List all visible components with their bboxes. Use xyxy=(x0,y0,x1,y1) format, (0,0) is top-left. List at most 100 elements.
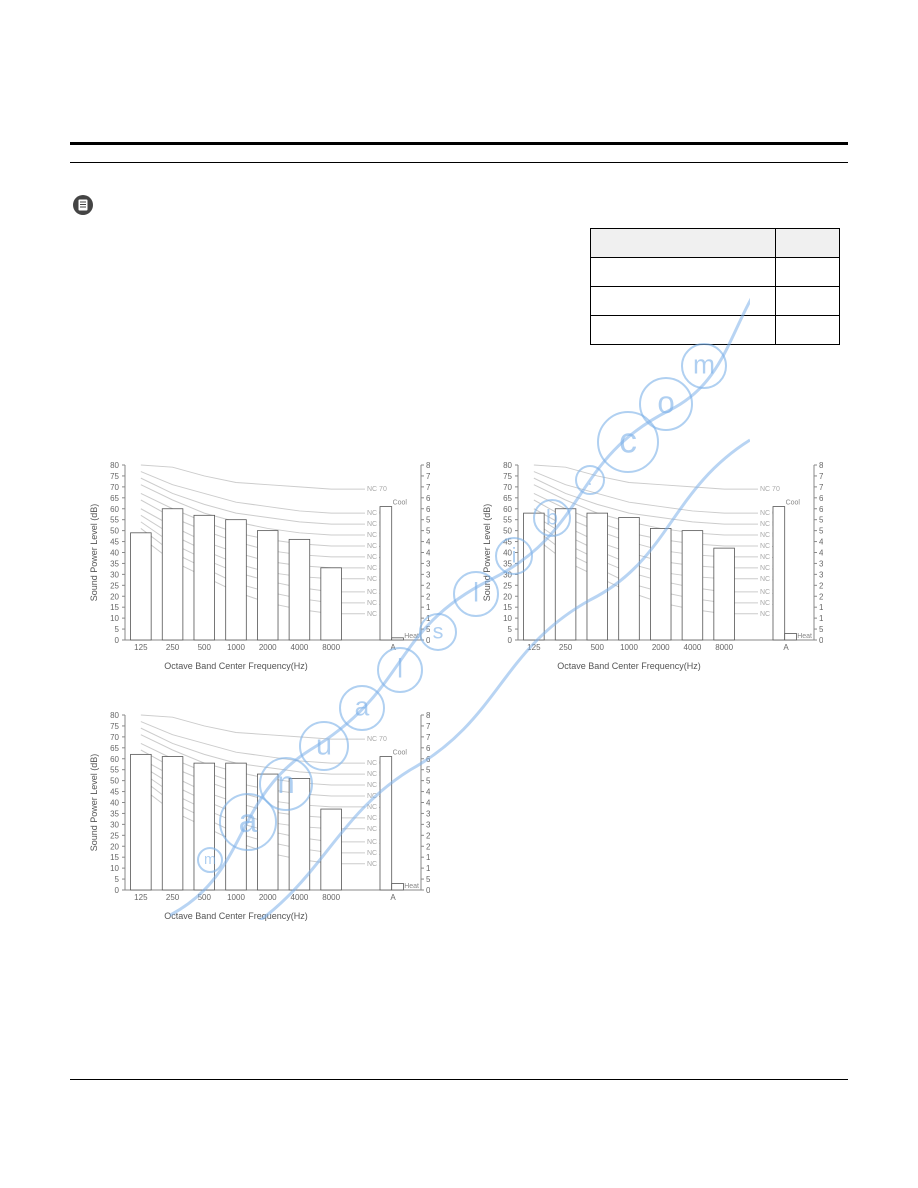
svg-text:125: 125 xyxy=(134,893,148,902)
sound-power-chart: 0055101015152020252530303535404045455050… xyxy=(85,450,430,680)
svg-text:5: 5 xyxy=(819,625,823,634)
svg-text:70: 70 xyxy=(110,733,119,742)
svg-text:20: 20 xyxy=(426,592,430,601)
svg-text:0: 0 xyxy=(426,886,430,895)
svg-text:35: 35 xyxy=(110,809,119,818)
svg-text:15: 15 xyxy=(110,853,119,862)
svg-text:Octave Band Center Frequency(H: Octave Band Center Frequency(Hz) xyxy=(164,661,308,671)
svg-text:10: 10 xyxy=(426,864,430,873)
svg-text:10: 10 xyxy=(110,614,119,623)
svg-text:70: 70 xyxy=(819,483,823,492)
svg-text:25: 25 xyxy=(426,831,430,840)
svg-text:55: 55 xyxy=(110,766,119,775)
table-header-row xyxy=(591,229,840,258)
svg-text:75: 75 xyxy=(110,472,119,481)
svg-text:50: 50 xyxy=(110,777,119,786)
svg-text:80: 80 xyxy=(110,711,119,720)
svg-text:NC 70: NC 70 xyxy=(760,486,780,493)
svg-text:45: 45 xyxy=(503,538,512,547)
svg-text:Sound Power Level (dB): Sound Power Level (dB) xyxy=(482,504,492,602)
svg-text:40: 40 xyxy=(426,549,430,558)
table-cell xyxy=(591,287,776,316)
svg-text:75: 75 xyxy=(426,722,430,731)
svg-text:Cool: Cool xyxy=(393,500,408,507)
svg-text:15: 15 xyxy=(503,603,512,612)
svg-text:4000: 4000 xyxy=(291,643,309,652)
svg-text:45: 45 xyxy=(110,538,119,547)
svg-text:75: 75 xyxy=(426,472,430,481)
svg-text:75: 75 xyxy=(503,472,512,481)
svg-text:250: 250 xyxy=(166,643,180,652)
rule-bottom xyxy=(70,1079,848,1080)
svg-text:30: 30 xyxy=(819,570,823,579)
svg-text:70: 70 xyxy=(426,733,430,742)
svg-text:25: 25 xyxy=(110,831,119,840)
svg-text:65: 65 xyxy=(503,494,512,503)
svg-text:20: 20 xyxy=(503,592,512,601)
svg-text:Sound Power Level (dB): Sound Power Level (dB) xyxy=(89,754,99,852)
table-cell xyxy=(591,316,776,345)
svg-text:60: 60 xyxy=(426,505,430,514)
svg-text:35: 35 xyxy=(503,559,512,568)
svg-text:60: 60 xyxy=(819,505,823,514)
svg-text:15: 15 xyxy=(426,853,430,862)
svg-text:45: 45 xyxy=(110,788,119,797)
svg-text:Cool: Cool xyxy=(393,750,408,757)
svg-text:60: 60 xyxy=(110,505,119,514)
svg-text:8000: 8000 xyxy=(322,643,340,652)
svg-text:0: 0 xyxy=(115,636,120,645)
svg-text:55: 55 xyxy=(819,516,823,525)
svg-text:65: 65 xyxy=(819,494,823,503)
svg-text:40: 40 xyxy=(819,549,823,558)
svg-text:NC 70: NC 70 xyxy=(367,736,387,743)
svg-text:20: 20 xyxy=(819,592,823,601)
svg-text:80: 80 xyxy=(426,461,430,470)
svg-text:80: 80 xyxy=(426,711,430,720)
data-table xyxy=(590,228,840,345)
svg-text:1000: 1000 xyxy=(227,893,245,902)
svg-text:45: 45 xyxy=(819,538,823,547)
svg-text:A: A xyxy=(390,893,396,902)
svg-text:35: 35 xyxy=(426,559,430,568)
svg-text:Octave Band Center Frequency(H: Octave Band Center Frequency(Hz) xyxy=(164,911,308,921)
sound-power-chart: 0055101015152020252530303535404045455050… xyxy=(85,700,430,930)
svg-text:15: 15 xyxy=(426,603,430,612)
svg-text:s: s xyxy=(433,618,444,643)
svg-text:2000: 2000 xyxy=(259,893,277,902)
svg-text:30: 30 xyxy=(503,570,512,579)
svg-text:50: 50 xyxy=(819,527,823,536)
svg-text:30: 30 xyxy=(110,820,119,829)
svg-text:0: 0 xyxy=(819,636,823,645)
svg-text:Octave Band Center Frequency(H: Octave Band Center Frequency(Hz) xyxy=(557,661,701,671)
svg-text:20: 20 xyxy=(110,842,119,851)
svg-text:15: 15 xyxy=(819,603,823,612)
svg-text:25: 25 xyxy=(426,581,430,590)
svg-text:10: 10 xyxy=(819,614,823,623)
svg-text:2000: 2000 xyxy=(652,643,670,652)
svg-text:50: 50 xyxy=(426,527,430,536)
table-row xyxy=(591,287,840,316)
svg-text:0: 0 xyxy=(426,636,430,645)
svg-text:30: 30 xyxy=(426,820,430,829)
svg-text:25: 25 xyxy=(819,581,823,590)
svg-text:10: 10 xyxy=(426,614,430,623)
svg-text:80: 80 xyxy=(819,461,823,470)
svg-text:NC 70: NC 70 xyxy=(367,486,387,493)
table-header-a xyxy=(591,229,776,258)
svg-text:4000: 4000 xyxy=(291,893,309,902)
svg-text:55: 55 xyxy=(426,766,430,775)
rule-top xyxy=(70,142,848,145)
svg-text:500: 500 xyxy=(198,643,212,652)
table-cell xyxy=(591,258,776,287)
sound-power-chart: 0055101015152020252530303535404045455050… xyxy=(478,450,823,680)
svg-text:250: 250 xyxy=(166,893,180,902)
svg-text:70: 70 xyxy=(503,483,512,492)
table-row xyxy=(591,258,840,287)
rule-sub xyxy=(70,162,848,163)
svg-text:45: 45 xyxy=(426,538,430,547)
svg-text:5: 5 xyxy=(426,625,430,634)
svg-text:35: 35 xyxy=(819,559,823,568)
svg-text:70: 70 xyxy=(426,483,430,492)
svg-text:70: 70 xyxy=(110,483,119,492)
svg-text:30: 30 xyxy=(426,570,430,579)
